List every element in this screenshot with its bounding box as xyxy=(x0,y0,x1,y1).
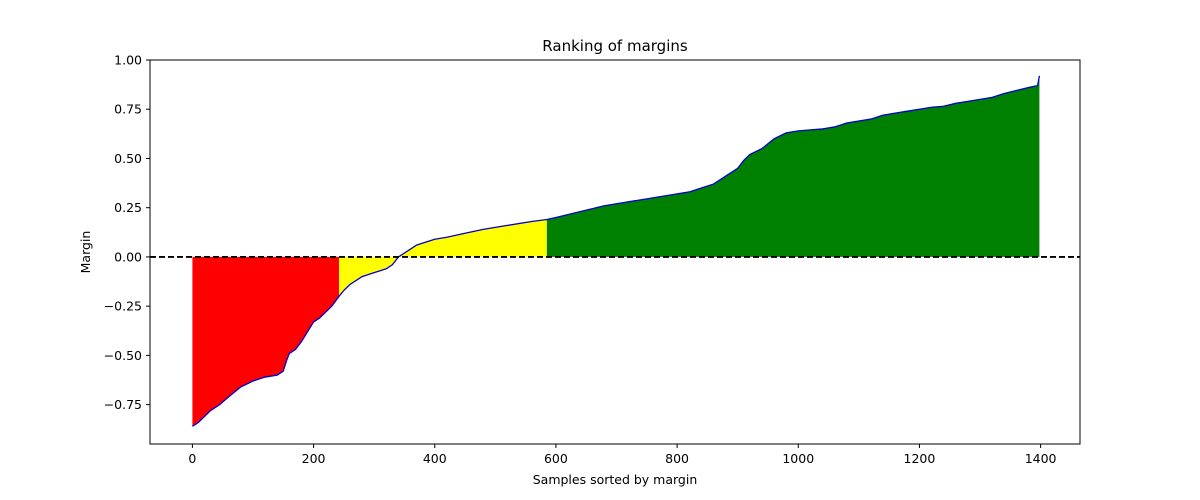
y-tick-label: 0.75 xyxy=(114,102,142,117)
margin-curve xyxy=(192,75,1041,427)
region-2 xyxy=(546,75,1040,257)
x-tick-label: 1200 xyxy=(904,451,936,466)
x-tick-label: 1400 xyxy=(1025,451,1057,466)
y-tick-label: −0.50 xyxy=(104,348,142,363)
x-tick-label: 1000 xyxy=(782,451,814,466)
y-axis-title: Margin xyxy=(78,231,93,274)
y-tick-label: 1.00 xyxy=(114,53,142,68)
y-tick-label: 0.50 xyxy=(114,151,142,166)
x-tick-label: 600 xyxy=(544,451,568,466)
plot-frame xyxy=(149,59,1081,445)
region-1 xyxy=(339,219,547,297)
region-0 xyxy=(192,256,340,427)
x-tick-label: 800 xyxy=(665,451,689,466)
y-axis-ticks: −0.75 −0.50 −0.25 0.00 0.25 0.50 0.75 1.00 xyxy=(104,53,150,412)
x-axis-title: Samples sorted by margin xyxy=(533,472,698,487)
y-tick-label: −0.25 xyxy=(104,299,142,314)
y-tick-label: −0.75 xyxy=(104,397,142,412)
x-axis-ticks: 0 200 400 600 800 1000 1200 1400 xyxy=(188,444,1057,466)
x-tick-label: 400 xyxy=(423,451,447,466)
y-tick-label: 0.25 xyxy=(114,200,142,215)
curve-layer xyxy=(192,75,1041,427)
x-tick-label: 200 xyxy=(302,451,326,466)
chart-title: Ranking of margins xyxy=(542,37,688,55)
x-tick-label: 0 xyxy=(188,451,196,466)
filled-regions xyxy=(192,75,1040,427)
y-tick-label: 0.00 xyxy=(114,249,142,264)
